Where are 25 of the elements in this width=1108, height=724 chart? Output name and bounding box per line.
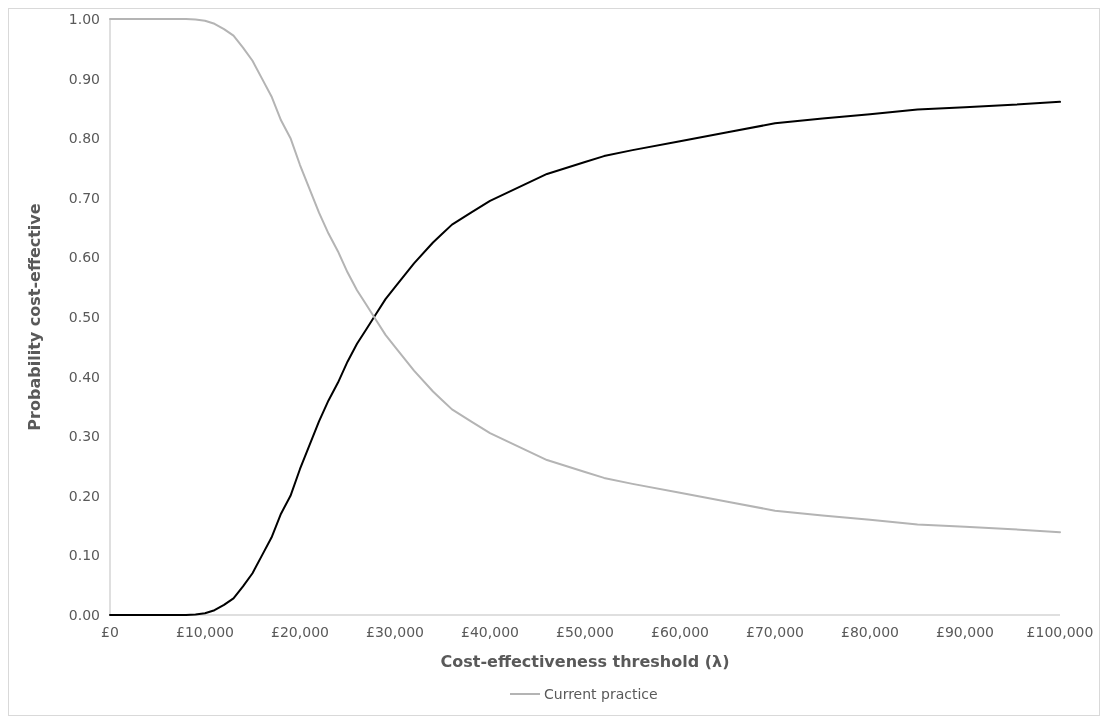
y-tick-label: 1.00 [68, 10, 100, 27]
x-tick-label: £50,000 [556, 624, 614, 640]
y-tick-label: 0.30 [68, 428, 100, 445]
x-tick-label: £0 [101, 624, 119, 640]
x-tick-label: £40,000 [461, 624, 519, 640]
y-tick-label: 0.00 [68, 606, 100, 623]
x-tick-label: £60,000 [651, 624, 709, 640]
x-tick-label: £70,000 [746, 624, 804, 640]
y-axis-title: Probability cost-effective [25, 203, 44, 431]
y-tick-label: 0.90 [68, 70, 100, 87]
x-tick-label: £90,000 [936, 624, 994, 640]
y-tick-label: 0.10 [68, 547, 100, 564]
y-tick-label: 0.20 [68, 487, 100, 504]
y-tick-label: 0.40 [68, 368, 100, 385]
x-axis-title: Cost-effectiveness threshold (λ) [440, 652, 730, 671]
x-tick-label: £20,000 [271, 624, 329, 640]
x-tick-label: £80,000 [841, 624, 899, 640]
x-tick-label: £30,000 [366, 624, 424, 640]
legend-label: Current practice [544, 685, 658, 702]
y-tick-label: 0.70 [68, 189, 100, 206]
y-tick-label: 0.50 [68, 308, 100, 325]
y-tick-label: 0.60 [68, 249, 100, 266]
x-tick-label: £10,000 [176, 624, 234, 640]
x-tick-label: £100,000 [1026, 624, 1094, 640]
y-tick-label: 0.80 [68, 130, 100, 147]
